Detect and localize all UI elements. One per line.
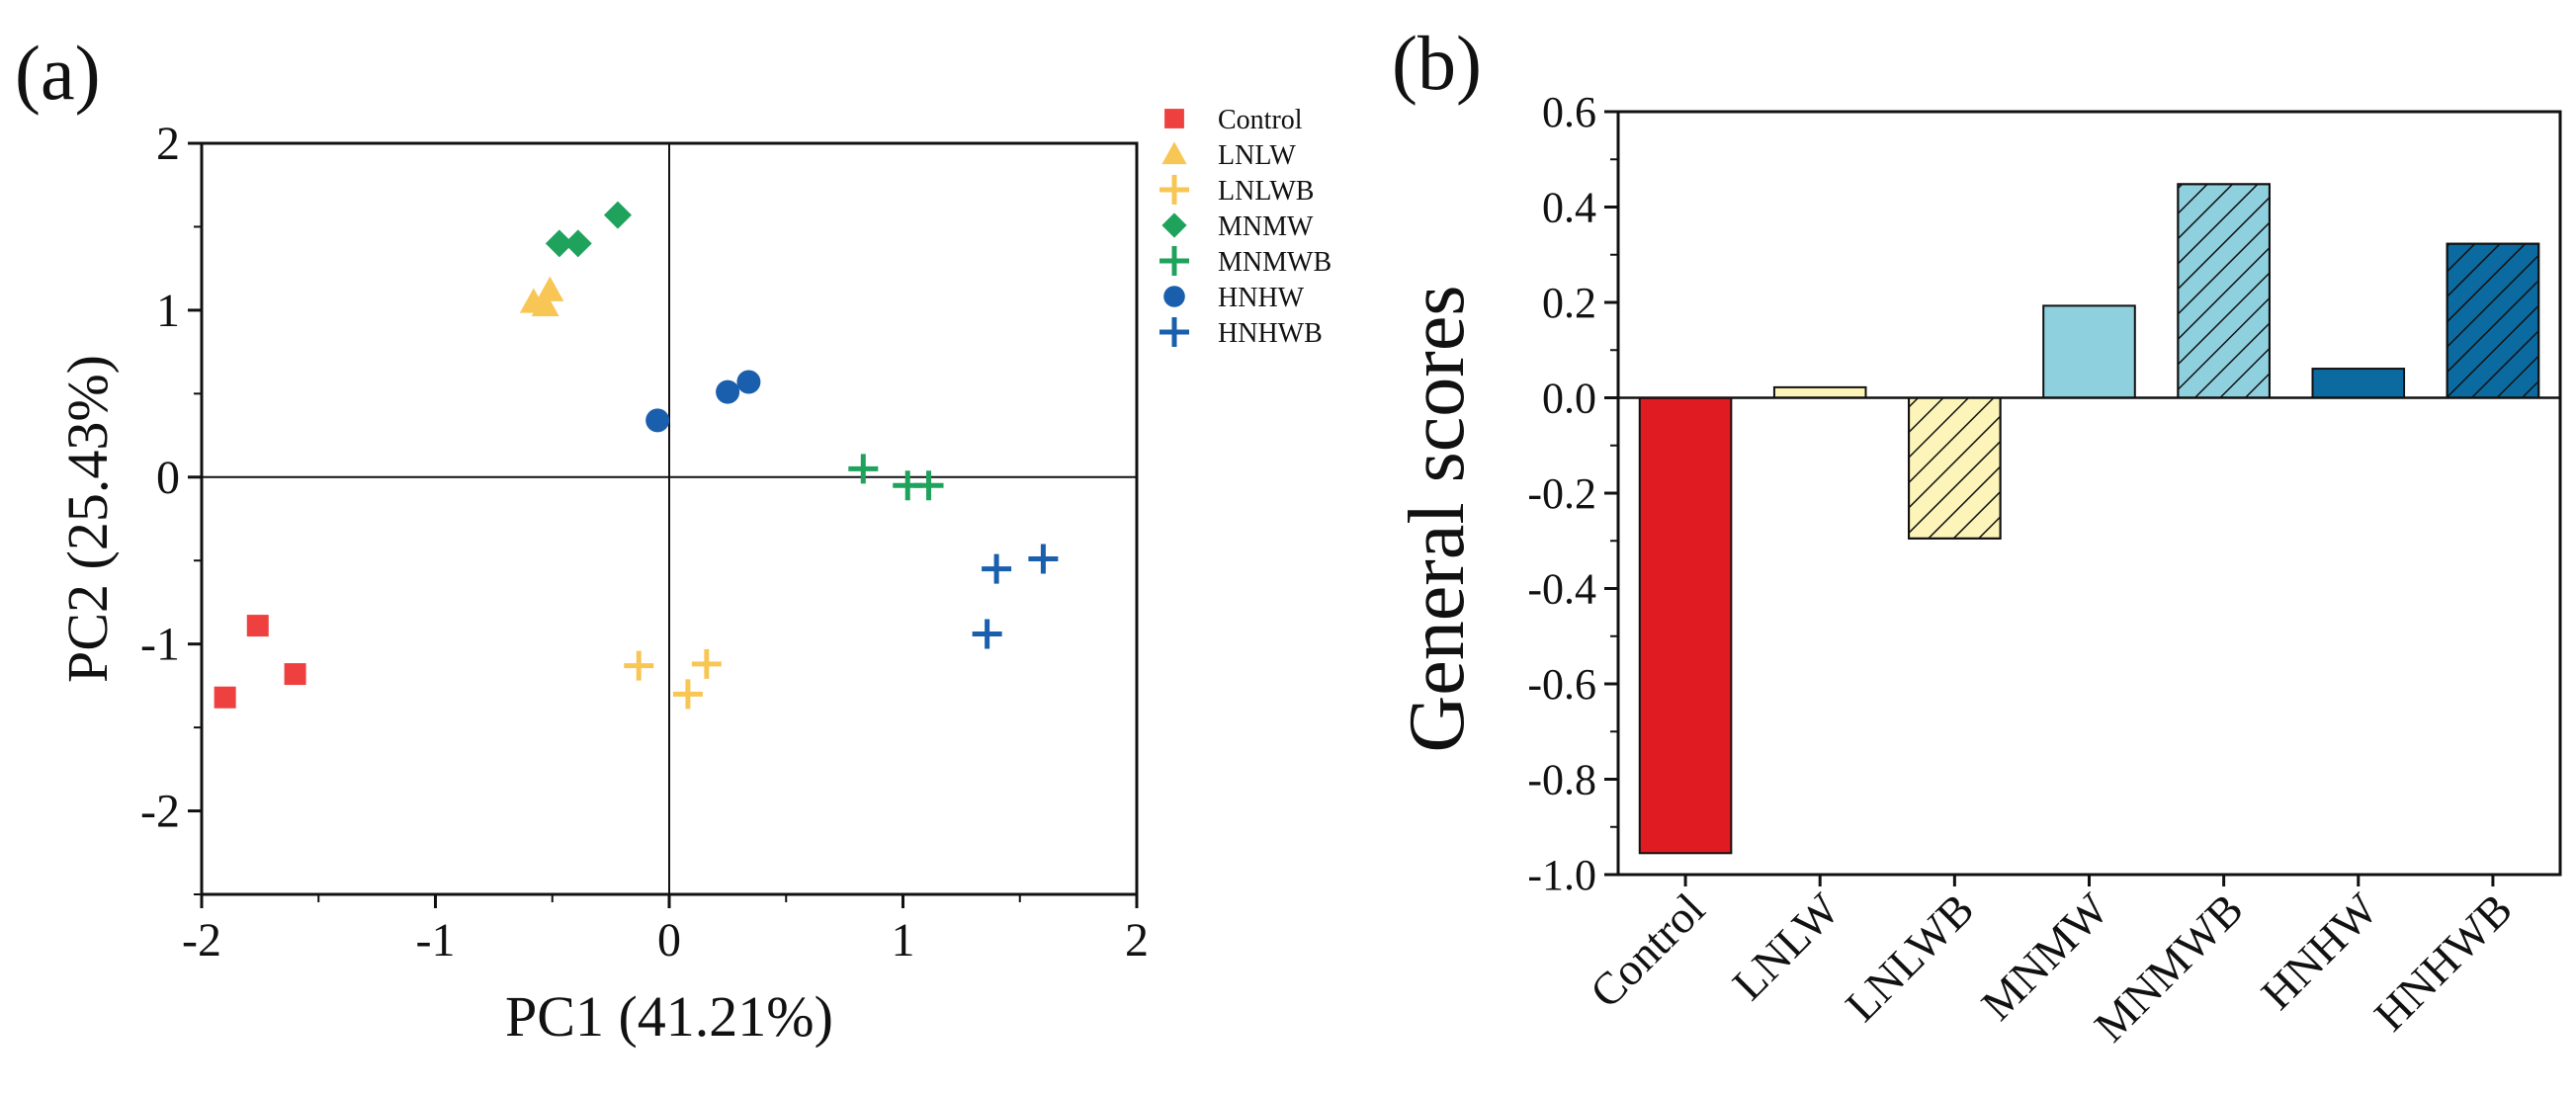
- point-hnhwb: [982, 553, 1012, 584]
- panel-a-reference-lines: [202, 143, 1137, 894]
- panel-b-ticks: -1.0 -0.8 -0.6 -0.4 -0.2 0.0 0.2 0.4 0.6: [1527, 88, 1618, 899]
- point-hnhw: [716, 379, 740, 404]
- panel-a-pca-scatter: (a) -2 -1 0 1 2 -2 -1 0 1 2 PC1 (41.21%) PC2 (25.…: [15, 30, 1331, 1049]
- bar-control: [1638, 396, 1733, 855]
- point-hnhw: [645, 408, 670, 433]
- point-lnlw: [536, 276, 564, 301]
- panel-a-x-tick-label: 2: [1125, 914, 1149, 967]
- bar-hatch-lnlwb: [1908, 396, 2002, 540]
- category-label-hnhwb: HNHWB: [2364, 884, 2522, 1041]
- panel-a-points: [214, 201, 1059, 710]
- legend-label-control: Control: [1218, 105, 1303, 135]
- point-mnmwb: [913, 470, 944, 501]
- point-mnmw: [545, 229, 573, 258]
- panel-a-legend: Control LNLW LNLWB MNMW MNMWB HNHW HNHWB: [1159, 105, 1331, 349]
- legend-label-lnlwb: LNLWB: [1218, 176, 1314, 207]
- bar-mnmw: [2042, 304, 2136, 399]
- category-label-control: Control: [1581, 884, 1714, 1017]
- panel-a-y-axis-title: PC2 (25.43%): [55, 355, 120, 683]
- panel-a-x-tick-label: 0: [657, 914, 681, 967]
- panel-b-y-tick-label: -1.0: [1527, 851, 1596, 899]
- panel-b-y-tick-label: 0.0: [1542, 375, 1596, 423]
- point-lnlwb: [672, 679, 703, 710]
- bar-hatch-mnmwb: [2177, 183, 2271, 399]
- legend-marker-mnmwb: [1159, 246, 1189, 276]
- panel-b-y-tick-label: 0.6: [1542, 88, 1596, 136]
- panel-b-y-tick-label: -0.4: [1527, 565, 1596, 614]
- category-label-mnmwb: MNMWB: [2085, 884, 2253, 1052]
- panel-a-y-tick-label: 1: [156, 285, 180, 337]
- legend-marker-control: [1164, 109, 1184, 128]
- category-label-hnhw: HNHW: [2252, 884, 2388, 1020]
- legend-marker-lnlwb: [1159, 175, 1189, 205]
- panel-b-y-tick-label: -0.6: [1527, 660, 1596, 709]
- panel-b-label: (b): [1392, 20, 1482, 106]
- legend-label-lnlw: LNLW: [1218, 140, 1296, 171]
- panel-b-bar-chart: (b) -1.0 -0.8 -0.6 -0.4 -0.2 0.0 0.2 0.4 0.6 Con…: [1392, 20, 2562, 1052]
- legend-marker-lnlw: [1161, 141, 1187, 165]
- point-control: [284, 663, 306, 686]
- legend-label-hnhw: HNHW: [1218, 283, 1305, 313]
- point-mnmwb: [848, 454, 879, 484]
- bar-lnlw: [1772, 385, 1867, 399]
- category-label-lnlwb: LNLWB: [1836, 884, 1983, 1031]
- legend-marker-mnmw: [1161, 212, 1187, 238]
- panel-b-plot-frame: [1616, 110, 2562, 877]
- panel-a-y-tick-label: -2: [140, 786, 180, 838]
- panel-b-y-tick-label: 0.4: [1542, 184, 1596, 232]
- legend-label-hnhwb: HNHWB: [1218, 318, 1323, 349]
- panel-b-y-tick-label: -0.8: [1527, 756, 1596, 804]
- point-lnlwb: [624, 650, 654, 681]
- legend-marker-hnhw: [1163, 286, 1185, 307]
- panel-a-x-tick-label: 1: [892, 914, 915, 967]
- panel-a-label: (a): [15, 30, 101, 116]
- point-hnhwb: [972, 619, 1002, 649]
- category-label-lnlw: LNLW: [1723, 884, 1849, 1010]
- point-mnmw: [563, 229, 592, 258]
- panel-b-bars: [1638, 183, 2540, 855]
- point-hnhw: [736, 370, 761, 394]
- point-mnmw: [603, 201, 632, 229]
- point-lnlwb: [691, 648, 722, 679]
- panel-a-ticks: -2 -1 0 1 2 -2 -1 0 1 2: [140, 118, 1149, 967]
- point-lnlw: [531, 291, 559, 317]
- panel-b-y-axis-title: General scores: [1394, 285, 1481, 752]
- panel-b-y-tick-label: -0.2: [1527, 469, 1596, 518]
- point-hnhwb: [1028, 544, 1059, 574]
- point-control: [246, 615, 269, 637]
- panel-a-y-tick-label: 2: [156, 118, 180, 170]
- point-control: [214, 686, 236, 709]
- panel-a-x-tick-label: -1: [416, 914, 456, 967]
- bar-hatch-hnhwb: [2446, 242, 2540, 399]
- panel-b-y-tick-label: 0.2: [1542, 279, 1596, 327]
- bar-hnhw: [2311, 368, 2406, 399]
- panel-a-x-axis-title: PC1 (41.21%): [505, 984, 833, 1049]
- panel-a-y-tick-label: 0: [156, 452, 180, 504]
- legend-label-mnmwb: MNMWB: [1218, 247, 1331, 278]
- panel-a-y-tick-label: -1: [140, 619, 180, 671]
- legend-marker-hnhwb: [1159, 317, 1189, 347]
- legend-label-mnmw: MNMW: [1218, 211, 1314, 242]
- panel-a-x-tick-label: -2: [182, 914, 221, 967]
